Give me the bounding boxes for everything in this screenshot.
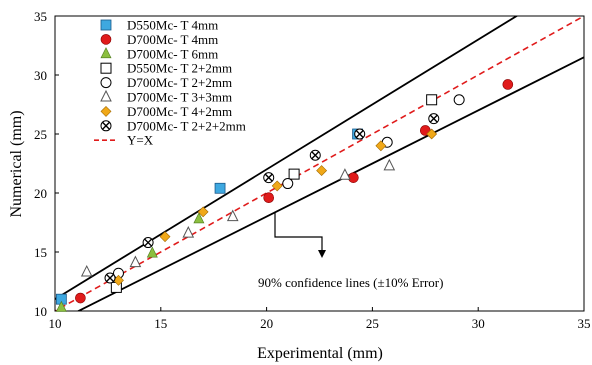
axis-ticks: 10 15 20 25 30 35 10 15 20 25 30 35 bbox=[34, 9, 591, 331]
data-point-series-6 bbox=[226, 209, 239, 222]
data-point-series-8 bbox=[142, 237, 154, 249]
data-points bbox=[55, 79, 514, 312]
y-tick-label: 35 bbox=[34, 9, 47, 24]
x-tick-label: 10 bbox=[49, 316, 62, 331]
data-point-series-6 bbox=[339, 168, 351, 180]
data-point-series-8 bbox=[263, 172, 275, 184]
data-point-series-4 bbox=[426, 94, 438, 106]
legend-marker-1 bbox=[100, 19, 112, 31]
x-tick-label: 30 bbox=[472, 316, 485, 331]
data-point-series-7 bbox=[426, 128, 438, 140]
legend-marker-6 bbox=[100, 89, 112, 102]
x-tick-label: 20 bbox=[260, 316, 273, 331]
data-point-series-7 bbox=[316, 165, 328, 177]
y-tick-label: 20 bbox=[34, 186, 47, 201]
upper-confidence-line bbox=[55, 16, 519, 301]
annotation-arrowhead bbox=[318, 250, 326, 258]
x-tick-label: 25 bbox=[366, 316, 379, 331]
data-point-series-6 bbox=[182, 226, 195, 238]
data-point-series-3 bbox=[55, 300, 67, 312]
data-point-series-5 bbox=[282, 178, 294, 190]
data-point-series-3 bbox=[193, 212, 205, 224]
data-point-series-6 bbox=[80, 264, 93, 277]
legend-label: D550Mc- T 4mm bbox=[127, 18, 218, 33]
legend-marker-8 bbox=[100, 120, 112, 132]
legend-marker-4 bbox=[100, 62, 112, 74]
x-tick-label: 15 bbox=[154, 316, 167, 331]
reference-lines bbox=[55, 16, 584, 311]
legend-marker-7 bbox=[100, 105, 112, 117]
legend-marker-3 bbox=[100, 47, 112, 59]
data-point-series-7 bbox=[271, 180, 283, 192]
legend-marker-2 bbox=[100, 34, 112, 45]
data-point-series-1 bbox=[214, 182, 226, 194]
data-point-series-7 bbox=[197, 206, 209, 218]
legend-label: D700Mc- T 4+2mm bbox=[127, 104, 232, 119]
data-point-series-8 bbox=[428, 113, 440, 125]
data-point-series-2 bbox=[348, 172, 359, 183]
annotation-text: 90% confidence lines (±10% Error) bbox=[258, 275, 443, 290]
data-point-series-2 bbox=[502, 79, 514, 90]
y-axis-label: Numerical (mm) bbox=[8, 110, 25, 217]
y-tick-label: 15 bbox=[34, 245, 47, 260]
data-point-series-8 bbox=[104, 272, 116, 284]
y-equals-x-line bbox=[55, 16, 584, 311]
x-axis-label: Experimental (mm) bbox=[257, 345, 383, 362]
data-point-series-7 bbox=[159, 231, 171, 243]
data-point-series-3 bbox=[146, 246, 158, 258]
annotation-leader-line bbox=[274, 212, 323, 252]
data-point-series-7 bbox=[375, 140, 387, 152]
data-point-series-5 bbox=[453, 94, 465, 106]
legend-label: D550Mc- T 2+2mm bbox=[127, 61, 232, 76]
legend-label: Y=X bbox=[127, 133, 154, 148]
x-tick-label: 35 bbox=[578, 316, 591, 331]
legend-label: D700Mc- T 3+3mm bbox=[127, 90, 232, 105]
data-point-series-2 bbox=[75, 292, 86, 304]
legend-marker-5 bbox=[100, 77, 112, 89]
confidence-annotation: 90% confidence lines (±10% Error) bbox=[258, 212, 443, 290]
legend-label: D700Mc- T 2+2mm bbox=[127, 75, 232, 90]
legend-label: D700Mc- T 4mm bbox=[127, 32, 218, 47]
data-point-series-6 bbox=[129, 255, 142, 268]
data-point-series-6 bbox=[383, 158, 396, 171]
legend-label: D700Mc- T 2+2+2mm bbox=[127, 118, 246, 133]
legend-label: D700Mc- T 6mm bbox=[127, 46, 218, 61]
y-tick-label: 30 bbox=[34, 68, 47, 83]
data-point-series-2 bbox=[263, 192, 275, 204]
plot-area-frame bbox=[54, 15, 585, 312]
data-point-series-4 bbox=[288, 168, 300, 180]
y-tick-label: 25 bbox=[34, 127, 47, 142]
data-point-series-8 bbox=[309, 149, 321, 161]
lower-confidence-line bbox=[76, 56, 584, 311]
data-point-series-8 bbox=[354, 128, 366, 140]
y-tick-label: 10 bbox=[34, 304, 47, 319]
